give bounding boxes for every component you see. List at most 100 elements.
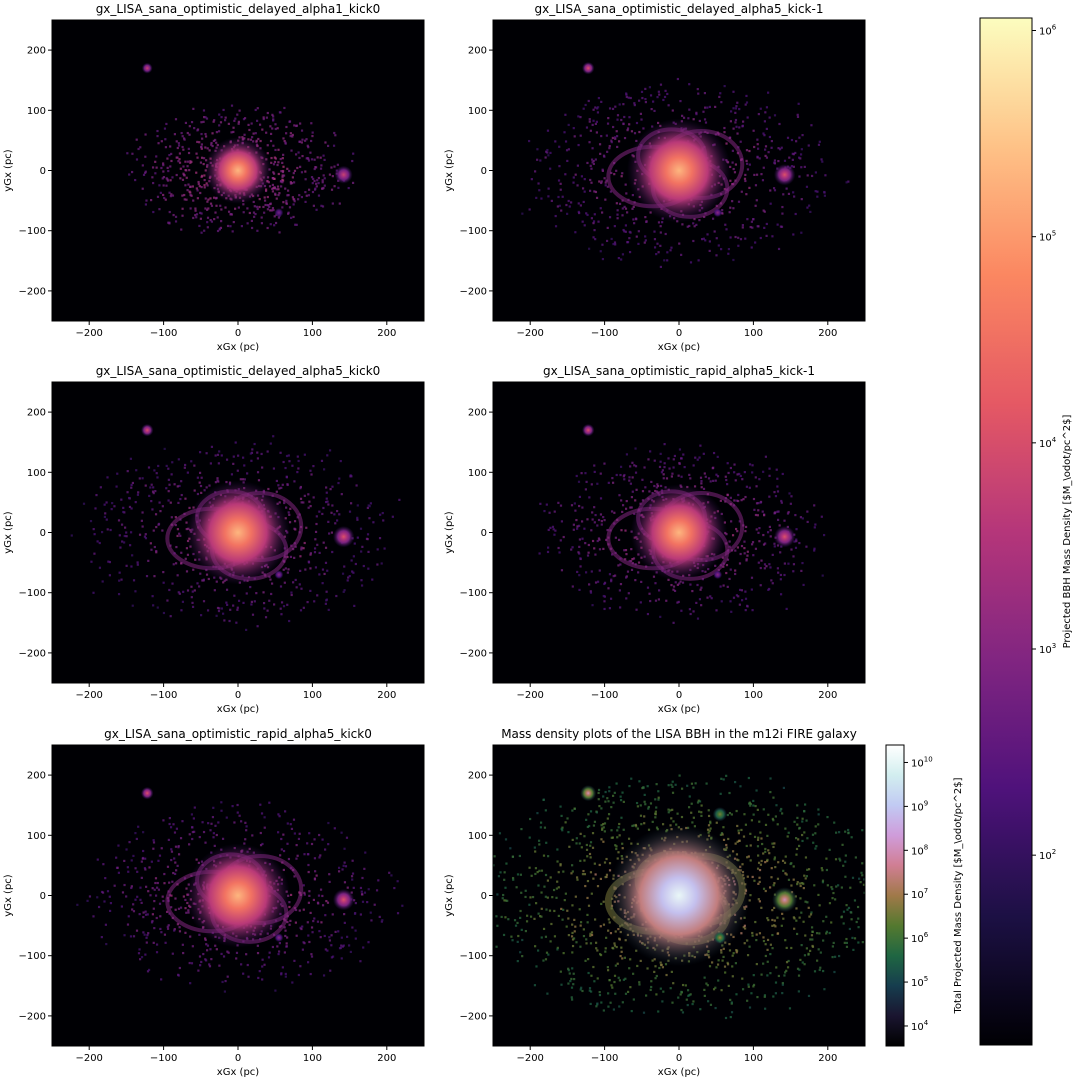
y-tick-label: −100	[460, 588, 487, 599]
colorbar-tick-label: 107	[911, 887, 928, 901]
cluster-blob-3	[274, 208, 283, 217]
x-tick-label: 100	[303, 1053, 322, 1064]
x-tick-label: −200	[516, 1053, 543, 1064]
x-tick-label: −100	[591, 328, 618, 339]
cluster-blob-1	[333, 526, 354, 547]
cluster-blob-3	[713, 208, 722, 217]
y-tick-label: 100	[468, 106, 487, 117]
x-axis-label: xGx (pc)	[217, 1067, 260, 1078]
cluster-blob-2	[142, 63, 153, 74]
y-tick-label: −200	[19, 648, 46, 659]
cluster-blob-2	[141, 787, 153, 799]
x-tick-label: −200	[75, 1053, 102, 1064]
y-tick-label: 0	[481, 166, 487, 177]
y-tick-label: 0	[481, 528, 487, 539]
x-tick-label: 0	[235, 690, 241, 701]
cluster-blob-4	[713, 807, 727, 821]
colorbar-tick-label: 106	[911, 931, 929, 945]
cluster-blob-1	[774, 526, 795, 547]
cluster-blob-2	[582, 62, 594, 74]
x-tick-label: 0	[676, 1053, 682, 1064]
y-tick-label: 100	[27, 468, 46, 479]
colorbar-tick-label: 109	[911, 799, 928, 813]
shared-colorbar-tick-label: 102	[1039, 848, 1056, 862]
y-tick-label: 0	[40, 891, 46, 902]
cluster-blob-2	[580, 785, 596, 801]
y-tick-label: 200	[468, 771, 487, 782]
y-tick-label: −200	[460, 286, 487, 297]
y-tick-label: 200	[27, 46, 46, 57]
colorbar-gradient	[886, 745, 904, 1046]
y-axis-label: yGx (pc)	[3, 874, 14, 917]
x-tick-label: 0	[676, 690, 682, 701]
panel-title: gx_LISA_sana_optimistic_rapid_alpha5_kic…	[104, 727, 372, 741]
shared-colorbar-tick-label: 103	[1039, 642, 1056, 656]
y-tick-label: 200	[468, 46, 487, 57]
x-tick-label: 0	[676, 328, 682, 339]
y-axis-label: yGx (pc)	[444, 511, 455, 554]
x-tick-label: 200	[818, 328, 837, 339]
y-tick-label: 200	[27, 771, 46, 782]
x-tick-label: −100	[150, 690, 177, 701]
y-axis-label: yGx (pc)	[444, 874, 455, 917]
galaxy-core-blob	[627, 118, 731, 222]
x-axis-label: xGx (pc)	[217, 704, 260, 715]
colorbar-tick-label: 108	[911, 843, 928, 857]
y-tick-label: −100	[19, 951, 46, 962]
galaxy-core-blob	[205, 137, 272, 204]
x-axis-label: xGx (pc)	[658, 342, 701, 353]
y-tick-label: 200	[468, 408, 487, 419]
colorbar-tick-label: 104	[911, 1019, 929, 1033]
x-tick-label: −200	[516, 690, 543, 701]
galaxy-core-blob	[186, 480, 290, 584]
cluster-blob-3	[713, 570, 722, 579]
y-axis-label: yGx (pc)	[444, 149, 455, 192]
y-tick-label: −200	[19, 286, 46, 297]
cluster-blob-2	[141, 424, 153, 436]
cluster-blob-1	[335, 166, 353, 184]
y-tick-label: 100	[27, 106, 46, 117]
x-tick-label: 0	[235, 328, 241, 339]
x-tick-label: 0	[235, 1053, 241, 1064]
x-tick-label: 100	[303, 328, 322, 339]
galaxy-core-blob	[186, 843, 290, 947]
colorbar-label: Total Projected Mass Density [$M_\odot/p…	[953, 777, 964, 1014]
shared-colorbar-tick-label: 106	[1039, 24, 1057, 38]
y-axis-label: yGx (pc)	[3, 511, 14, 554]
x-axis-label: xGx (pc)	[658, 704, 701, 715]
x-tick-label: −100	[150, 328, 177, 339]
x-axis-label: xGx (pc)	[658, 1067, 701, 1078]
x-tick-label: 200	[377, 1053, 396, 1064]
panel-title: gx_LISA_sana_optimistic_delayed_alpha5_k…	[96, 364, 381, 378]
x-tick-label: −200	[516, 328, 543, 339]
y-tick-label: 100	[468, 468, 487, 479]
panel-title: gx_LISA_sana_optimistic_delayed_alpha1_k…	[96, 2, 381, 16]
panel-title: gx_LISA_sana_optimistic_delayed_alpha5_k…	[535, 2, 824, 16]
galaxy-core-blob	[631, 484, 728, 581]
y-tick-label: −100	[19, 226, 46, 237]
y-tick-label: 0	[40, 528, 46, 539]
x-tick-label: 200	[818, 1053, 837, 1064]
y-tick-label: −100	[460, 226, 487, 237]
cluster-blob-1	[774, 164, 795, 185]
x-tick-label: −200	[75, 328, 102, 339]
colorbar-tick-label: 1010	[911, 755, 933, 769]
panel-title: gx_LISA_sana_optimistic_rapid_alpha5_kic…	[543, 364, 815, 378]
x-tick-label: 200	[818, 690, 837, 701]
x-tick-label: −100	[150, 1053, 177, 1064]
y-tick-label: −100	[19, 588, 46, 599]
y-tick-label: −100	[460, 951, 487, 962]
shared-colorbar-gradient	[980, 18, 1032, 1045]
y-tick-label: −200	[19, 1011, 46, 1022]
cluster-blob-1	[333, 889, 354, 910]
shared-colorbar-label: Projected BBH Mass Density [$M_\odot/pc^…	[1062, 414, 1073, 648]
x-tick-label: −200	[75, 690, 102, 701]
